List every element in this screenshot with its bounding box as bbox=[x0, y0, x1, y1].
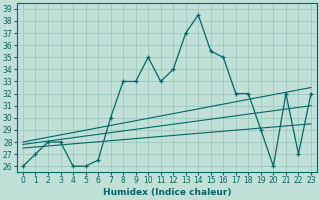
X-axis label: Humidex (Indice chaleur): Humidex (Indice chaleur) bbox=[103, 188, 231, 197]
